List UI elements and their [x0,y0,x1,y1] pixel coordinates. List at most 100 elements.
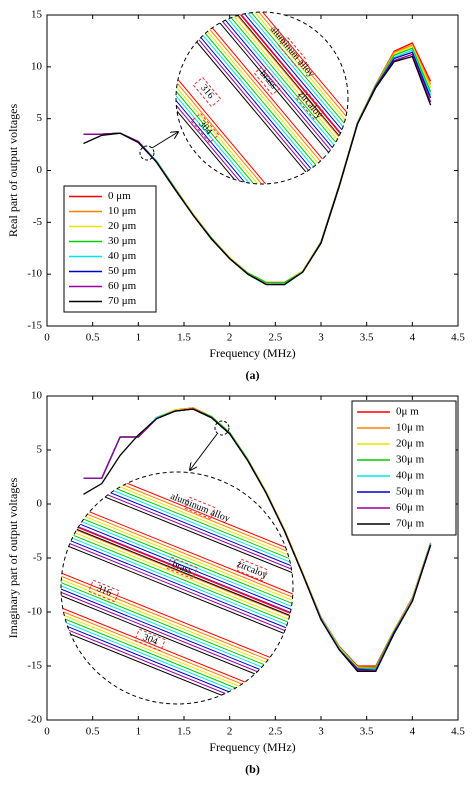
x-tick-label: 1.5 [177,332,191,344]
plot-frame [46,395,459,721]
x-tick-label: 4.5 [451,726,465,738]
inset-line [176,12,348,184]
inset-line [61,472,293,638]
inset-line [61,472,293,640]
y-axis-label: Real part of output voltages [6,104,20,238]
inset-line [61,472,293,635]
legend-label: 40μ m [396,470,425,482]
inset-line [176,12,348,184]
x-tick-label: 1 [136,726,142,738]
legend-label: 70μ m [396,518,425,530]
inset-lines [176,12,348,184]
inset-line [61,472,293,681]
legend-label: 60 μm [108,280,137,292]
inset-line [176,12,348,184]
y-tick-label: 0 [37,498,43,510]
inset-line [176,12,348,184]
x-tick-label: 2 [227,726,233,738]
inset-line [176,12,348,184]
y-tick-label: 5 [37,444,43,456]
y-tick-label: 10 [31,60,43,72]
legend-label: 30 μm [108,235,137,247]
inset-line [176,12,348,184]
zoom-arrow [151,132,178,149]
caption: (a) [246,368,260,382]
legend-label: 60μ m [396,502,425,514]
inset-line [176,12,348,184]
inset-line [176,12,348,184]
zoom-spot [139,145,155,161]
inset-line [176,12,348,184]
inset-border [60,471,294,705]
inset-line [61,472,293,695]
legend-label: 0μ m [396,406,419,418]
y-tick-label: 0 [37,164,43,176]
inset-line [176,12,348,184]
inset-line [61,551,293,704]
inset-line [61,472,293,643]
inset-line [61,472,293,690]
inset-line [176,12,348,184]
inset-line [61,472,293,676]
y-tick-label: -15 [27,320,42,332]
zoom-arrow [190,433,218,470]
inset-line [61,472,293,632]
series-line [83,408,432,673]
inset-line [176,12,348,184]
y-tick-label: -10 [27,606,42,618]
x-tick-label: 3 [318,332,324,344]
annotation: 304 [141,632,159,648]
inset-line [176,12,348,184]
inset-line [176,12,348,184]
x-tick-label: 1 [136,332,142,344]
legend-label: 10μ m [396,422,425,434]
inset-line [61,472,293,687]
inset-line [61,472,293,624]
x-tick-label: 4 [410,332,416,344]
inset-line [61,472,293,629]
inset-line [176,12,348,184]
y-tick-label: -5 [33,552,43,564]
inset-line [176,12,348,184]
x-tick-label: 0 [44,332,50,344]
inset-line [176,12,348,184]
inset-line [176,12,348,184]
x-tick-label: 4.5 [451,332,465,344]
inset-line [176,12,348,184]
y-axis-label: Imaginary part of output voltages [6,477,20,638]
inset-line [176,12,348,184]
legend-label: 50 μm [108,265,137,277]
inset-line [61,472,293,678]
legend-label: 10 μm [108,205,137,217]
y-tick-label: -20 [27,714,42,726]
x-tick-label: 1.5 [177,726,191,738]
legend-box [63,185,157,313]
inset-line [61,546,293,704]
caption: (b) [245,762,260,776]
x-tick-label: 3 [318,726,324,738]
x-tick-label: 3.5 [360,332,374,344]
inset-line [61,540,293,704]
inset-line [61,549,293,704]
y-tick-label: -5 [33,216,43,228]
inset-line [176,12,348,184]
series-line [83,55,432,286]
y-tick-label: 5 [37,112,43,124]
inset-border [175,11,349,185]
inset-line [61,543,293,704]
inset-line [176,12,348,184]
x-tick-label: 0.5 [86,726,100,738]
x-axis-label: Frequency (MHz) [209,346,295,360]
legend-box [351,400,457,536]
inset-line [176,12,348,184]
inset-line [176,12,348,184]
x-tick-label: 2.5 [268,726,282,738]
legend-label: 20 μm [108,220,137,232]
x-tick-label: 0.5 [86,332,100,344]
inset-line [176,12,348,184]
x-tick-label: 3.5 [360,726,374,738]
legend-label: 40 μm [108,250,137,262]
inset-line [61,484,293,704]
y-tick-label: -15 [27,660,42,672]
y-tick-label: -10 [27,268,42,280]
